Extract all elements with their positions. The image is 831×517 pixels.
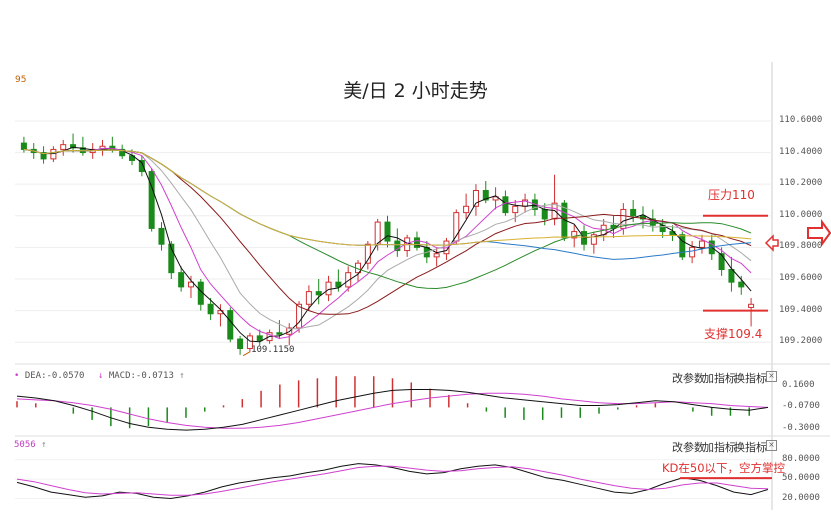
candle-body <box>237 338 244 350</box>
candle-body <box>325 281 332 296</box>
macd-tick-label: -0.0700 <box>782 401 820 412</box>
candle-body <box>227 310 234 340</box>
candle-body <box>40 152 47 160</box>
macd-edit-params-button[interactable]: 改参数 <box>672 372 705 385</box>
candle-body <box>433 253 440 258</box>
candle-body <box>178 272 185 288</box>
candle-body <box>60 144 67 150</box>
candle-body <box>187 281 194 288</box>
kd-tick-label: 20.0000 <box>782 492 820 503</box>
price-tick-label: 109.8000 <box>779 241 823 252</box>
ma3-line <box>23 146 752 343</box>
candle-body <box>296 303 303 329</box>
candle-body <box>590 234 597 245</box>
k-line <box>16 463 769 500</box>
kd-annotation: KD在50以下，空方掌控 <box>662 461 786 475</box>
candle-body <box>138 159 145 173</box>
candle-body <box>698 240 705 248</box>
macd-tick-label: 0.1600 <box>782 379 815 390</box>
macd-label: ↓ MACD:-0.0713 ↑ <box>98 371 185 381</box>
chart-title: 美/日 2 小时走势 <box>343 80 488 102</box>
macd-switch-indicator-button[interactable]: 换指标 <box>734 372 767 385</box>
candle-body <box>305 291 312 305</box>
low-marker-pointer <box>242 351 251 357</box>
kd-tick-label: 50.0000 <box>782 473 820 484</box>
candle-body <box>374 221 381 245</box>
candle-body <box>207 303 214 315</box>
candle-body <box>639 215 646 220</box>
price-tick-label: 110.0000 <box>779 209 823 220</box>
candle-body <box>718 253 725 271</box>
dea-line <box>16 392 769 429</box>
candle-body <box>168 243 175 274</box>
candle-body <box>492 196 499 201</box>
ma6-line <box>23 147 752 340</box>
price-tick-label: 110.6000 <box>779 114 823 125</box>
ma75-line <box>23 148 752 246</box>
candle-body <box>109 145 116 150</box>
dea-label: • DEA:-0.0570 <box>14 371 85 381</box>
candle-body <box>158 227 165 245</box>
kd-switch-indicator-button[interactable]: 换指标 <box>734 441 767 454</box>
candle-body <box>413 237 420 248</box>
candle-body <box>482 189 489 201</box>
candle-body <box>748 303 755 308</box>
candle-body <box>541 208 548 220</box>
candle-body <box>453 212 460 242</box>
macd-add-indicator-button[interactable]: 加指标 <box>703 372 736 385</box>
candle-body <box>463 205 470 214</box>
candle-body <box>50 148 57 160</box>
candle-body <box>679 234 686 258</box>
candle-body <box>119 148 126 157</box>
candle-body <box>649 218 656 226</box>
candle-body <box>335 281 342 288</box>
price-tick-label: 110.4000 <box>779 146 823 157</box>
candle-body <box>738 281 745 288</box>
macd-tick-label: -0.3000 <box>782 423 820 434</box>
up-arrow-icon <box>764 234 779 252</box>
candle-body <box>512 205 519 214</box>
candle-body <box>256 335 263 342</box>
candle-body <box>394 240 401 252</box>
candle-body <box>571 231 578 239</box>
kd-add-indicator-button[interactable]: 加指标 <box>703 441 736 454</box>
candle-body <box>246 335 253 350</box>
candle-body <box>728 269 735 283</box>
candle-body <box>384 221 391 242</box>
kd-label: 5056 ↑ <box>14 440 47 450</box>
candle-body <box>630 208 637 217</box>
kd-tick-label: 80.0000 <box>782 453 820 464</box>
kd-close-button[interactable]: × <box>766 440 777 451</box>
candle-body <box>345 272 352 288</box>
resistance-label: 压力110 <box>708 187 755 202</box>
candle-body <box>20 142 27 150</box>
d-line <box>16 465 769 496</box>
price-tick-label: 109.4000 <box>779 304 823 315</box>
candle-body <box>70 144 77 149</box>
right-arrow-icon <box>807 218 831 248</box>
kd-edit-params-button[interactable]: 改参数 <box>672 441 705 454</box>
candle-body <box>472 189 479 207</box>
candle-body <box>315 291 322 296</box>
low-marker-label: 109.1150 <box>251 344 295 355</box>
macd-close-button[interactable]: × <box>766 371 777 382</box>
top-left-label: 95 <box>15 75 27 85</box>
candle-body <box>364 243 371 264</box>
candle-body <box>79 147 86 154</box>
support-label: 支撑109.4 <box>704 326 763 341</box>
candle-body <box>276 332 283 335</box>
macd-line <box>16 389 769 431</box>
price-tick-label: 110.2000 <box>779 178 823 189</box>
candle-body <box>148 171 155 229</box>
candle-body <box>689 246 696 258</box>
price-tick-label: 109.2000 <box>779 336 823 347</box>
candle-body <box>502 196 509 214</box>
price-tick-label: 109.6000 <box>779 272 823 283</box>
